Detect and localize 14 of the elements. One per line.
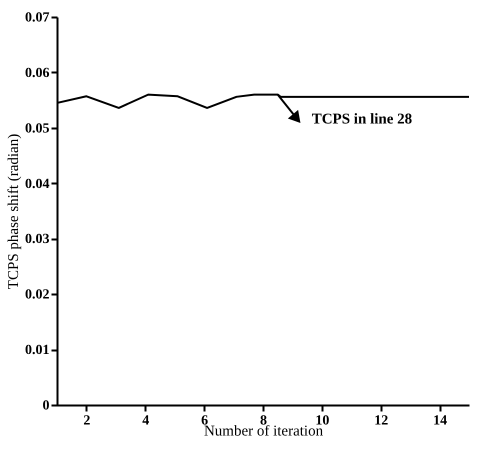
y-tick-label: 0.05 (25, 121, 50, 136)
y-axis-title: TCPS phase shift (radian) (6, 134, 22, 290)
y-tick-label: 0.03 (25, 232, 50, 248)
y-tick-label: 0.04 (25, 176, 50, 192)
y-tick-label: 0.06 (25, 66, 50, 81)
y-tick-label: 0.02 (25, 288, 50, 303)
x-tick-label: 12 (374, 414, 388, 428)
y-tick-label: 0 (42, 398, 50, 414)
annotation: TCPS in line 28 (312, 112, 412, 128)
y-tick-label: 0.01 (25, 343, 50, 358)
x-tick-label: 2 (83, 414, 90, 428)
y-tick-label: 0.07 (25, 10, 50, 26)
x-tick-label: 4 (142, 414, 150, 428)
x-tick-label: 14 (433, 414, 448, 428)
